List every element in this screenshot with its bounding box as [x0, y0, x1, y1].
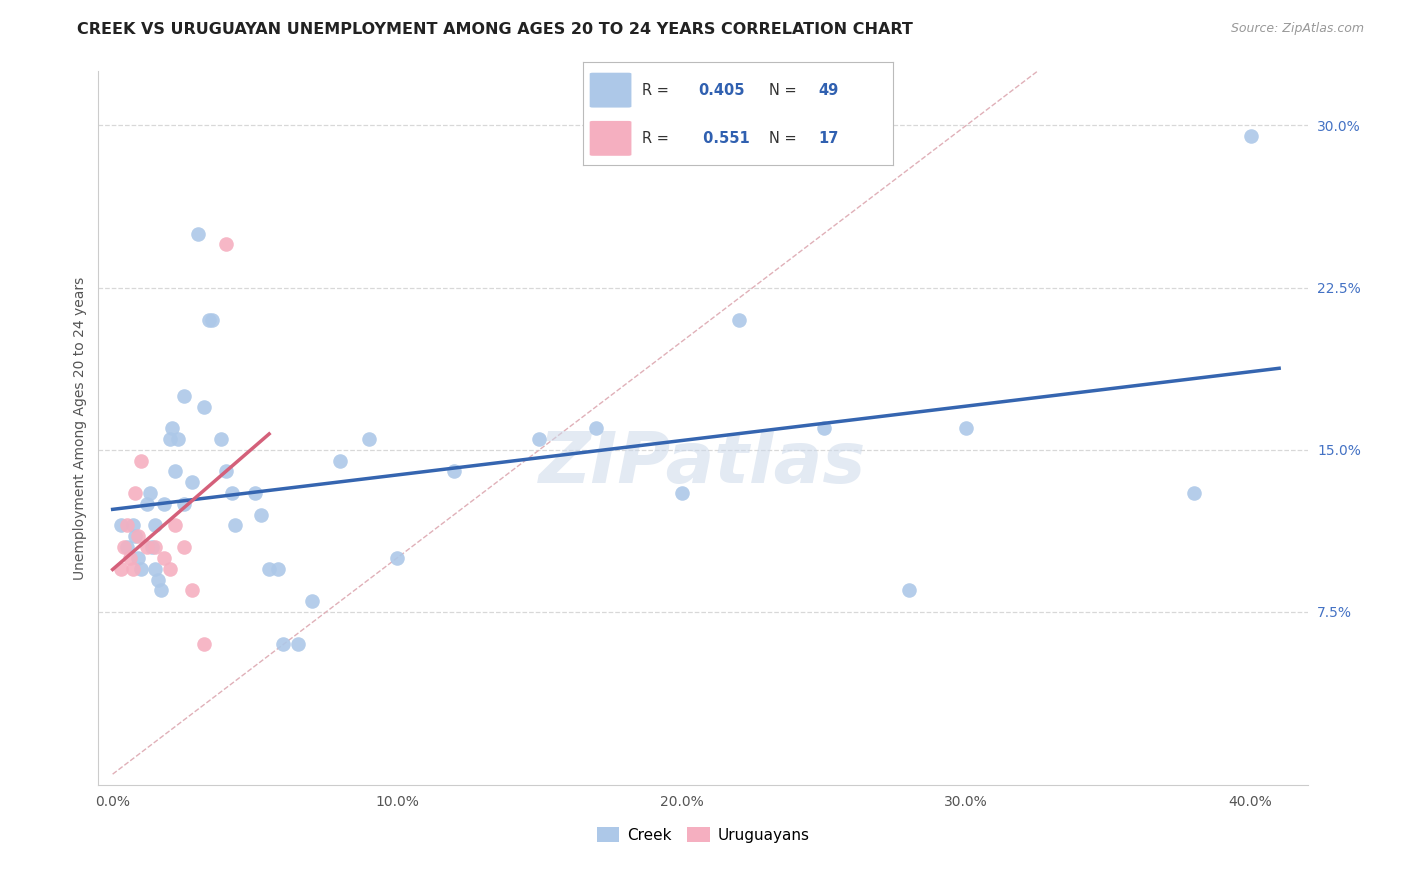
Point [135, 540, 157, 554]
Point [138, 486, 160, 500]
Text: 17: 17 [818, 131, 839, 146]
Point [165, 518, 187, 533]
Point [215, 237, 238, 252]
Point [143, 518, 166, 533]
Point [443, 464, 465, 478]
Point [727, 313, 749, 327]
FancyBboxPatch shape [589, 73, 631, 108]
Point [121, 562, 143, 576]
Point [273, 637, 295, 651]
Point [257, 562, 280, 576]
Point [121, 518, 143, 533]
Point [671, 486, 693, 500]
Text: 0.551: 0.551 [697, 131, 749, 146]
Point [221, 486, 243, 500]
Point [115, 540, 138, 554]
Point [165, 464, 187, 478]
Text: 49: 49 [818, 83, 839, 97]
Point [141, 540, 163, 554]
Point [585, 421, 607, 435]
Point [266, 562, 288, 576]
Point [187, 227, 209, 241]
Point [127, 550, 149, 565]
Point [159, 432, 181, 446]
Point [124, 529, 146, 543]
Point [813, 421, 835, 435]
Text: 0.405: 0.405 [697, 83, 744, 97]
Y-axis label: Unemployment Among Ages 20 to 24 years: Unemployment Among Ages 20 to 24 years [73, 277, 87, 580]
Point [115, 518, 138, 533]
Point [118, 550, 141, 565]
Point [955, 421, 977, 435]
Point [209, 432, 232, 446]
Point [301, 594, 323, 608]
Point [153, 497, 176, 511]
Point [146, 573, 169, 587]
Point [162, 421, 184, 435]
Point [173, 497, 195, 511]
Point [112, 540, 135, 554]
Point [385, 550, 408, 565]
Point [1182, 486, 1205, 500]
Point [193, 637, 215, 651]
Point [127, 529, 149, 543]
Point [110, 562, 132, 576]
Text: N =: N = [769, 83, 801, 97]
Point [173, 389, 195, 403]
Point [357, 432, 380, 446]
Point [898, 583, 921, 598]
Point [329, 453, 352, 467]
Point [129, 562, 152, 576]
Point [167, 432, 190, 446]
Legend: Creek, Uruguayans: Creek, Uruguayans [591, 821, 815, 848]
Point [173, 540, 195, 554]
Point [243, 486, 266, 500]
Point [124, 486, 146, 500]
Point [287, 637, 309, 651]
Point [249, 508, 271, 522]
Point [201, 313, 224, 327]
Point [153, 550, 176, 565]
Point [143, 540, 166, 554]
Text: N =: N = [769, 131, 801, 146]
Point [181, 583, 204, 598]
Text: R =: R = [643, 83, 673, 97]
Text: CREEK VS URUGUAYAN UNEMPLOYMENT AMONG AGES 20 TO 24 YEARS CORRELATION CHART: CREEK VS URUGUAYAN UNEMPLOYMENT AMONG AG… [77, 22, 914, 37]
Point [181, 475, 204, 490]
Point [529, 432, 551, 446]
Point [224, 518, 246, 533]
Text: ZIPatlas: ZIPatlas [540, 429, 866, 499]
Point [159, 562, 181, 576]
Point [193, 400, 215, 414]
Text: R =: R = [643, 131, 673, 146]
Point [135, 497, 157, 511]
Point [143, 562, 166, 576]
Text: Source: ZipAtlas.com: Source: ZipAtlas.com [1230, 22, 1364, 36]
Point [150, 583, 173, 598]
Point [198, 313, 221, 327]
Point [110, 518, 132, 533]
FancyBboxPatch shape [589, 121, 631, 156]
Point [129, 453, 152, 467]
Point [1240, 129, 1263, 144]
Point [215, 464, 238, 478]
